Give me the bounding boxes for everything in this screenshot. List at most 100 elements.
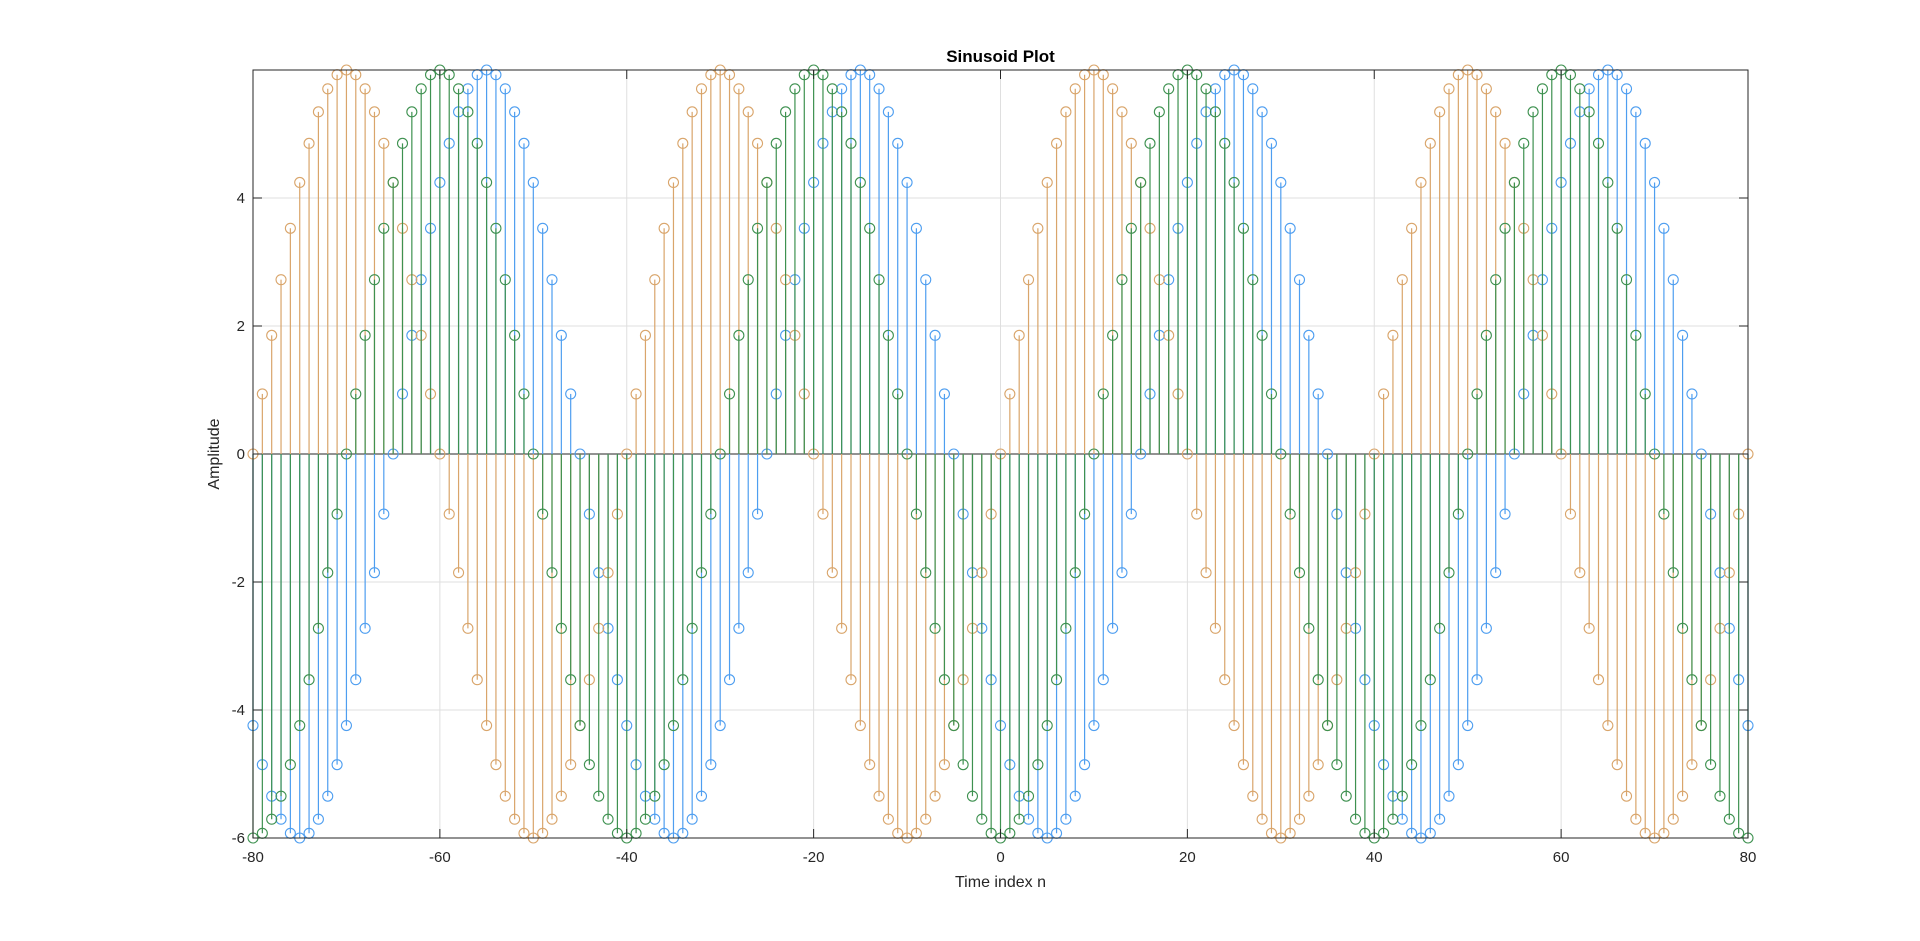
x-tick-label: 60 [1553, 849, 1570, 866]
stem-marker [1686, 759, 1698, 771]
stem-marker [882, 813, 894, 825]
stem-marker [723, 388, 736, 400]
stem-marker [1107, 83, 1119, 95]
stem-marker [826, 567, 838, 579]
stem-marker [686, 622, 698, 634]
stem-marker [1303, 329, 1315, 341]
stem-marker [284, 222, 296, 234]
stem-marker [415, 83, 427, 95]
stem-marker [1639, 388, 1651, 400]
stem-marker [677, 674, 689, 686]
stem-marker [789, 83, 801, 95]
stem-marker [1480, 622, 1492, 634]
stem-marker [1443, 567, 1455, 579]
stem-marker [1434, 106, 1446, 118]
stem-marker [453, 83, 465, 95]
stem-marker [667, 719, 680, 732]
stem-marker [1658, 222, 1670, 234]
stem-marker [1667, 813, 1679, 825]
stem-marker [695, 567, 708, 579]
x-tick-label: -80 [242, 849, 264, 866]
stem-marker [649, 813, 661, 825]
stem-marker [1051, 137, 1063, 149]
stem-marker [1069, 790, 1081, 802]
stem-marker [1714, 790, 1726, 802]
stem-marker [1611, 759, 1623, 771]
stem-marker [1312, 388, 1324, 400]
stem-marker [845, 674, 857, 686]
stem-marker [1125, 508, 1137, 520]
stem-marker [481, 719, 493, 732]
x-tick-label: 20 [1179, 849, 1196, 866]
stem-marker [322, 790, 334, 802]
stem-marker [1452, 759, 1464, 771]
stem-marker [1284, 508, 1296, 520]
stem-marker [1620, 83, 1633, 95]
stem-marker [1116, 274, 1128, 286]
stem-marker [1415, 176, 1427, 189]
stem-marker [817, 508, 829, 520]
stem-marker [1686, 674, 1698, 686]
stem-marker [836, 83, 848, 95]
stem-marker [1041, 176, 1053, 189]
stem-marker [565, 674, 577, 686]
stem-marker [695, 790, 708, 802]
stem-marker [1265, 388, 1278, 400]
stem-marker [1200, 567, 1212, 579]
stem-marker [1630, 813, 1642, 825]
stem-marker [331, 759, 343, 771]
stem-marker [1462, 719, 1474, 732]
stem-marker [705, 508, 717, 520]
y-tick-label: -4 [232, 702, 245, 719]
stem-marker [1200, 83, 1212, 95]
y-tick-label: -2 [232, 574, 245, 591]
stem-marker [1107, 329, 1119, 341]
x-tick-label: -40 [616, 849, 638, 866]
stem-marker [1079, 759, 1091, 771]
stem-marker [565, 759, 577, 771]
stem-marker [1443, 790, 1455, 802]
stem-marker [490, 759, 502, 771]
stem-marker [1424, 137, 1436, 149]
stem-marker [1677, 790, 1689, 802]
stem-marker [583, 759, 595, 771]
stem-marker [1293, 813, 1306, 825]
stem-marker [1293, 274, 1306, 286]
stem-marker [1209, 83, 1221, 95]
stem-marker [527, 176, 539, 189]
stem-marker [1471, 674, 1483, 686]
stem-marker [873, 274, 885, 286]
stem-marker [714, 448, 726, 460]
stem-marker [1060, 622, 1072, 634]
stem-marker [1209, 106, 1221, 118]
stem-marker [1677, 622, 1689, 634]
stem-marker [331, 508, 343, 520]
stem-marker [1686, 388, 1698, 400]
stem-marker [938, 674, 950, 686]
y-tick-label: 4 [237, 190, 245, 207]
stem-marker [873, 790, 885, 802]
stem-marker [1490, 274, 1502, 286]
stem-marker [453, 567, 465, 579]
stem-marker [752, 137, 764, 149]
stem-marker [882, 106, 894, 118]
stem-marker [509, 106, 521, 118]
stem-marker [854, 176, 866, 189]
stem-marker [1396, 274, 1408, 286]
stem-marker [938, 759, 950, 771]
stem-marker [1125, 222, 1137, 234]
stem-marker [350, 388, 362, 400]
stem-marker [938, 388, 950, 400]
stem-marker [658, 222, 670, 234]
stem-marker [1303, 790, 1315, 802]
stem-marker [1088, 719, 1100, 732]
stem-marker [1583, 106, 1595, 118]
stem-marker [1424, 674, 1436, 686]
stem-marker [901, 448, 913, 460]
stem-marker [1331, 759, 1343, 771]
stem-marker [303, 674, 315, 686]
stem-marker [499, 790, 511, 802]
stem-marker [1022, 790, 1035, 802]
stem-marker [1434, 622, 1446, 634]
stem-marker [1396, 813, 1408, 825]
